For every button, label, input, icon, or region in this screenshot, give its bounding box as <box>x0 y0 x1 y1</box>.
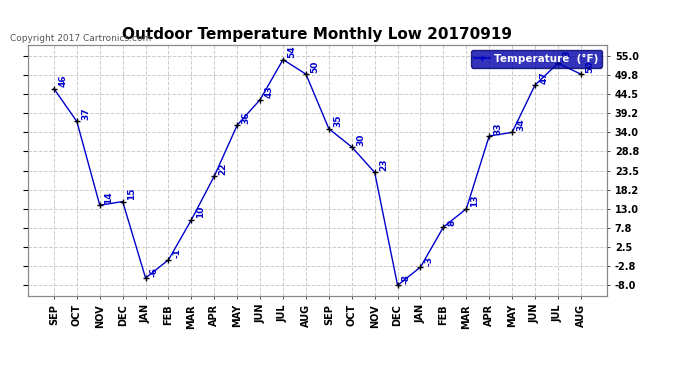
Text: 43: 43 <box>264 86 273 98</box>
Text: 37: 37 <box>81 108 90 120</box>
Text: 22: 22 <box>219 162 228 175</box>
Text: 10: 10 <box>195 206 204 218</box>
Text: -3: -3 <box>424 256 433 266</box>
Text: 8: 8 <box>448 219 457 226</box>
Text: 13: 13 <box>471 195 480 207</box>
Text: -1: -1 <box>172 249 181 258</box>
Text: -6: -6 <box>150 267 159 277</box>
Text: 50: 50 <box>310 60 319 73</box>
Text: 35: 35 <box>333 115 342 128</box>
Text: 50: 50 <box>585 60 594 73</box>
Text: 36: 36 <box>241 111 250 124</box>
Legend: Temperature  (°F): Temperature (°F) <box>471 50 602 68</box>
Text: 46: 46 <box>58 75 67 87</box>
Text: Copyright 2017 Cartronics.com: Copyright 2017 Cartronics.com <box>10 34 152 43</box>
Text: 30: 30 <box>356 133 365 146</box>
Text: 34: 34 <box>516 118 525 131</box>
Text: 47: 47 <box>539 71 548 84</box>
Text: 54: 54 <box>287 45 296 58</box>
Text: -8: -8 <box>402 274 411 284</box>
Text: 14: 14 <box>104 191 113 204</box>
Text: 53: 53 <box>562 50 571 62</box>
Title: Outdoor Temperature Monthly Low 20170919: Outdoor Temperature Monthly Low 20170919 <box>122 27 513 42</box>
Text: 33: 33 <box>493 122 502 135</box>
Text: 23: 23 <box>379 159 388 171</box>
Text: 15: 15 <box>127 188 136 200</box>
